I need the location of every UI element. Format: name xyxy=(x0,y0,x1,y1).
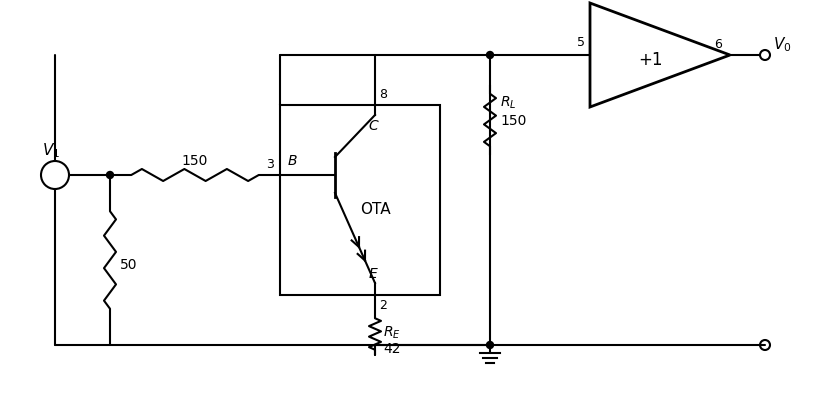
Text: C: C xyxy=(368,119,378,133)
Text: 150: 150 xyxy=(182,154,208,168)
Circle shape xyxy=(107,172,113,178)
Text: 150: 150 xyxy=(500,114,526,128)
Text: 5: 5 xyxy=(577,36,585,49)
Text: 50: 50 xyxy=(120,258,138,272)
Bar xyxy=(280,105,440,295)
Text: 42: 42 xyxy=(383,342,400,356)
Circle shape xyxy=(41,161,69,189)
Text: +1: +1 xyxy=(638,51,662,69)
Text: OTA: OTA xyxy=(360,202,390,218)
Circle shape xyxy=(760,340,770,350)
Text: 2: 2 xyxy=(379,299,387,312)
Text: $V_0$: $V_0$ xyxy=(773,36,791,54)
Circle shape xyxy=(760,50,770,60)
Text: $V_1$: $V_1$ xyxy=(42,142,60,160)
Circle shape xyxy=(487,342,493,348)
Text: B: B xyxy=(288,154,298,168)
Circle shape xyxy=(487,52,493,58)
Text: $R_E$: $R_E$ xyxy=(383,325,401,341)
Text: $R_L$: $R_L$ xyxy=(500,95,517,111)
Text: E: E xyxy=(368,267,378,281)
Text: 6: 6 xyxy=(714,38,722,52)
Text: 8: 8 xyxy=(379,88,387,101)
Text: 3: 3 xyxy=(266,158,274,172)
